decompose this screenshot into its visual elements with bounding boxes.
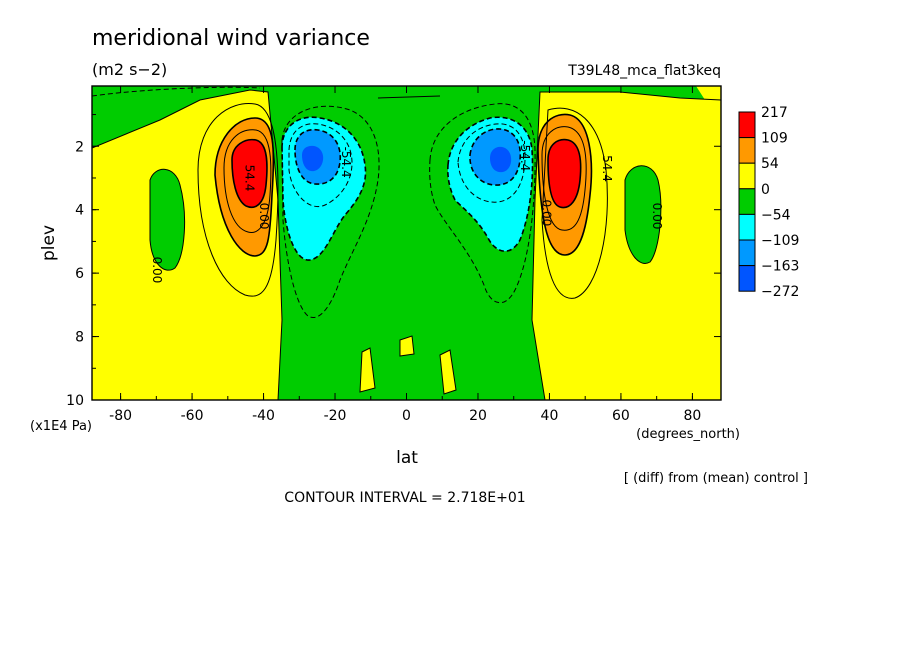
contour-line-neg [469, 128, 522, 186]
contour-line-0 [377, 95, 441, 99]
contour-line-0 [359, 347, 376, 393]
x-tick-label: 80 [683, 408, 701, 424]
colorbar-label: 54 [761, 156, 779, 172]
colorbar-swatch [738, 137, 756, 164]
colorbar: 217 109 54 0 −54 −109 −163 −272 [738, 105, 799, 300]
colorbar-swatch [738, 265, 756, 292]
contour-line-0 [92, 89, 283, 400]
y-axis-label: plev [39, 225, 59, 261]
contour-line-neg [294, 128, 342, 185]
negative-contour-lines [92, 86, 536, 318]
contour-line-neg [457, 123, 526, 203]
contour-line-neg [92, 86, 261, 97]
y-tick-label: 10 [66, 393, 84, 409]
contour-label: 0.00 [539, 200, 553, 227]
top-right-yellow-patch [696, 86, 721, 100]
y-axis: 2 4 6 8 10 [66, 114, 721, 409]
experiment-label: T39L48_mca_flat3keq [567, 63, 721, 79]
contour-label: 0.00 [150, 257, 164, 284]
colorbar-label: −272 [761, 284, 799, 300]
x-tick-label: 60 [612, 408, 630, 424]
y-tick-label: 8 [75, 330, 84, 346]
colorbar-swatch [738, 111, 756, 139]
contour-label: 54.4 [243, 165, 257, 192]
colorbar-label: 0 [761, 182, 770, 198]
contour-line-pos [231, 138, 268, 209]
colorbar-label: −109 [761, 233, 799, 249]
x-tick-label: 20 [469, 408, 487, 424]
x-units: (degrees_north) [636, 427, 740, 442]
contour-label: -54.4 [339, 147, 353, 178]
right-core-red [548, 139, 581, 208]
colorbar-swatch [738, 188, 756, 215]
y-tick-label: 2 [75, 139, 84, 155]
y-tick-label: 6 [75, 266, 84, 282]
contour-line-0 [531, 91, 721, 400]
colorbar-swatch [738, 239, 756, 267]
contour-line-neg [281, 105, 380, 318]
comparison-note: [ (diff) from (mean) control ] [624, 471, 808, 486]
contour-line-pos [547, 138, 582, 209]
contour-line-neg [447, 116, 534, 252]
contour-interval: CONTOUR INTERVAL = 2.718E+01 [284, 490, 525, 506]
chart-units: (m2 s−2) [92, 60, 167, 79]
x-tick-label: -40 [252, 408, 275, 424]
contour-line-pos [223, 129, 272, 233]
contour-label: 0.00 [257, 203, 271, 230]
right-negative-core [490, 146, 512, 173]
left-core-red [232, 139, 267, 208]
colorbar-label: −54 [761, 207, 791, 223]
right-green-island [625, 165, 661, 264]
left-negative-core [302, 145, 324, 172]
contour-label: -54.4 [518, 140, 532, 171]
contour-line-0 [624, 165, 662, 264]
y-units: (x1E4 Pa) [30, 419, 92, 434]
contour-line-0 [439, 349, 457, 395]
contour-line-pos [197, 103, 279, 297]
colorbar-label: 109 [761, 131, 788, 147]
contour-line-neg [281, 116, 367, 261]
colorbar-label: −163 [761, 259, 799, 275]
contour-line-pos [541, 126, 587, 231]
colorbar-label: 217 [761, 105, 788, 121]
yellow-islet-3 [440, 350, 456, 394]
yellow-islet-2 [400, 336, 414, 356]
x-tick-label: -60 [181, 408, 204, 424]
contour-line-pos [541, 107, 608, 299]
contour-label: 0.00 [650, 203, 664, 230]
contour-label: 54.4 [600, 155, 614, 182]
contour-line-pos [537, 113, 593, 256]
contour-line-0 [399, 335, 415, 357]
y-tick-label: 4 [75, 203, 84, 219]
contour-lines [92, 89, 721, 400]
x-axis: -80 -60 -40 -20 0 20 40 60 80 [109, 86, 701, 424]
x-tick-label: 40 [541, 408, 559, 424]
contour-line-pos [214, 117, 275, 257]
colorbar-swatch [738, 213, 756, 241]
left-green-island [150, 169, 185, 271]
islet-contours [359, 95, 457, 395]
x-axis-label: lat [396, 448, 418, 468]
contour-line-0 [149, 168, 186, 271]
x-tick-label: 0 [402, 408, 411, 424]
x-tick-label: -80 [109, 408, 132, 424]
colorbar-swatch [738, 162, 756, 190]
contour-line-neg [429, 103, 536, 303]
contour-field [92, 86, 721, 400]
contour-line-neg [288, 123, 353, 207]
chart-title: meridional wind variance [92, 26, 370, 51]
x-tick-label: -20 [324, 408, 347, 424]
